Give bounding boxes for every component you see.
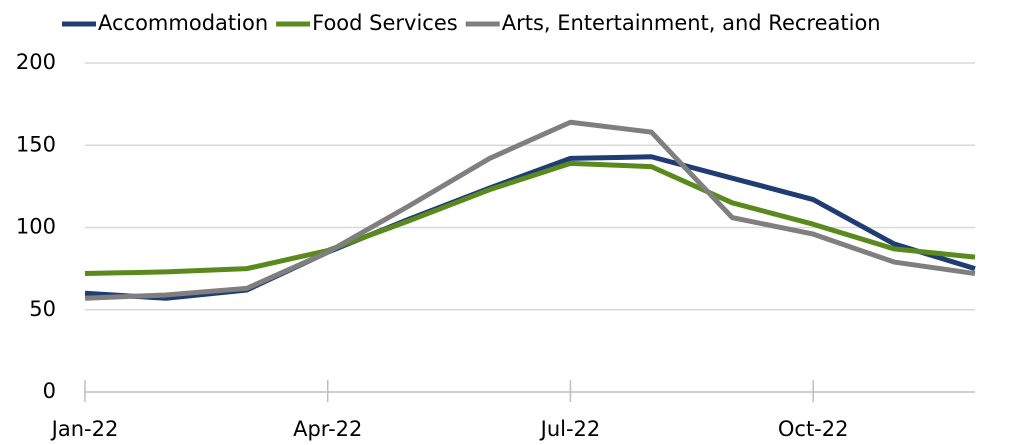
x-tick-label: Oct-22	[778, 417, 849, 441]
x-tick-label: Jan-22	[50, 417, 119, 441]
legend-label: Arts, Entertainment, and Recreation	[502, 11, 881, 35]
series-line	[84, 160, 976, 277]
y-tick-label: 0	[43, 379, 56, 403]
x-tick-label: Apr-22	[293, 417, 362, 441]
x-tick-label: Jul-22	[539, 417, 601, 441]
y-tick-label: 50	[29, 297, 56, 321]
y-tick-label: 200	[16, 50, 56, 74]
y-tick-label: 100	[16, 215, 56, 239]
y-tick-label: 150	[16, 132, 56, 156]
series-line	[84, 119, 976, 301]
legend-label: Food Services	[312, 11, 458, 35]
legend-label: Accommodation	[98, 11, 268, 35]
